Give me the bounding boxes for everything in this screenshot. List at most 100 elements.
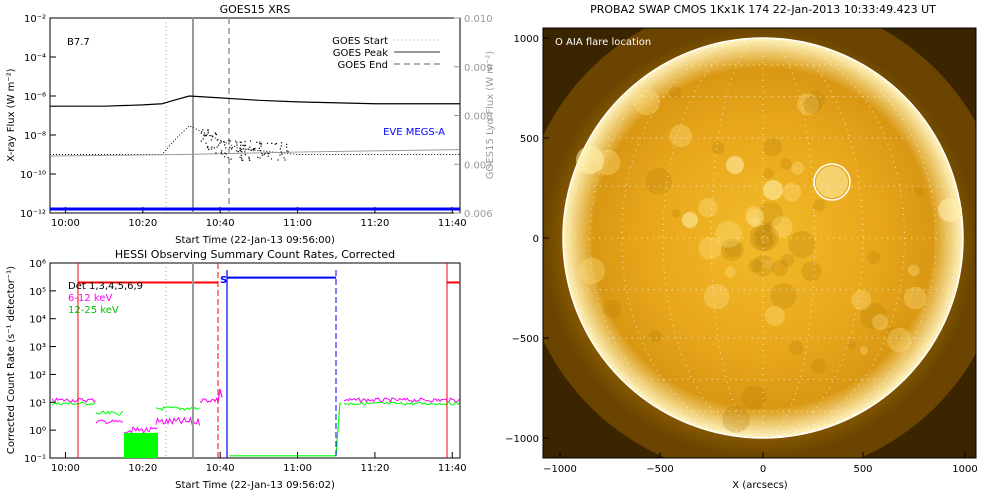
goes-scatter-point bbox=[260, 145, 262, 147]
swap-x-tick-label: 500 bbox=[853, 464, 872, 475]
solar-feature bbox=[745, 205, 764, 224]
hessi-high-block bbox=[124, 432, 158, 458]
solar-feature bbox=[763, 137, 783, 157]
solar-feature bbox=[791, 161, 805, 175]
goes-scatter-point bbox=[211, 146, 213, 148]
goes-scatter-point bbox=[202, 129, 204, 131]
goes-scatter-point bbox=[220, 151, 222, 154]
goes-scatter-point bbox=[281, 153, 283, 155]
aia-flare-location-circle bbox=[813, 163, 851, 201]
active-region bbox=[726, 156, 744, 174]
goes-scatter-point bbox=[264, 152, 266, 154]
hessi-high-trace bbox=[229, 402, 341, 457]
solar-feature bbox=[763, 259, 774, 270]
hessi-y-tick-label: 10² bbox=[29, 370, 46, 381]
solar-feature bbox=[633, 88, 660, 116]
solar-feature bbox=[698, 198, 718, 218]
goes-short-scatter bbox=[200, 129, 289, 162]
solar-feature bbox=[851, 289, 872, 310]
longitude-line bbox=[589, 37, 764, 439]
hessi-y-tick-label: 10³ bbox=[29, 343, 46, 354]
goes-scatter-point bbox=[263, 153, 265, 156]
goes-scatter-point bbox=[275, 142, 278, 145]
goes-left-tick-label: 10⁻² bbox=[24, 14, 46, 25]
goes-scatter-point bbox=[214, 132, 217, 134]
solar-feature bbox=[645, 168, 672, 195]
goes-xlabel: Start Time (22-Jan-13 09:56:00) bbox=[175, 235, 335, 246]
goes-left-axis: 10⁻² 10⁻⁴ 10⁻⁶ 10⁻⁸ 10⁻¹⁰ 10⁻¹² bbox=[20, 14, 56, 220]
goes-x-tick-label: 10:00 bbox=[51, 218, 80, 229]
solar-feature bbox=[724, 266, 736, 278]
goes-left-tick-label: 10⁻¹⁰ bbox=[20, 170, 46, 181]
goes-scatter-point bbox=[249, 140, 252, 142]
goes-scatter-point bbox=[256, 141, 258, 143]
goes-scatter-point bbox=[244, 144, 247, 146]
goes-scatter-point bbox=[257, 156, 259, 158]
goes-plot-frame bbox=[49, 17, 461, 214]
goes-panel: GOES15 XRS B7.7 10⁻²10⁻⁴10⁻⁶10⁻⁸10⁻¹⁰10⁻… bbox=[6, 3, 496, 246]
goes-scatter-point bbox=[202, 138, 204, 140]
hessi-x-tick-label: 11:00 bbox=[283, 463, 312, 474]
solar-feature bbox=[671, 208, 681, 218]
goes-scatter-point bbox=[220, 141, 222, 143]
goes-scatter-point bbox=[284, 159, 286, 161]
goes-scatter-point bbox=[239, 149, 241, 152]
goes-long-channel-line bbox=[50, 95, 460, 107]
solar-feature bbox=[907, 264, 920, 277]
goes-scatter-point bbox=[259, 157, 261, 159]
swap-frame bbox=[542, 27, 977, 459]
goes-scatter-point bbox=[287, 151, 289, 153]
goes-scatter-point bbox=[219, 142, 221, 144]
goes-scatter-point bbox=[270, 158, 273, 160]
hessi-traces bbox=[51, 276, 460, 458]
solar-feature bbox=[724, 240, 742, 257]
hessi-low-trace bbox=[51, 397, 96, 403]
goes-scatter-point bbox=[200, 132, 202, 134]
goes-scatter-point bbox=[236, 144, 238, 146]
hessi-x-tick-label: 10:20 bbox=[128, 463, 157, 474]
goes-scatter-point bbox=[204, 134, 206, 136]
hessi-high-trace bbox=[343, 401, 460, 406]
solar-feature bbox=[811, 358, 827, 374]
solar-feature bbox=[746, 209, 765, 227]
goes-scatter-point bbox=[244, 154, 246, 156]
solar-feature bbox=[711, 141, 725, 155]
goes-scatter-point bbox=[280, 145, 282, 147]
swap-title: PROBA2 SWAP CMOS 1Kx1K 174 22-Jan-2013 1… bbox=[590, 3, 936, 16]
goes-scatter-point bbox=[239, 141, 241, 143]
goes-scatter-point bbox=[235, 140, 237, 142]
goes-x-tick-label: 11:40 bbox=[438, 218, 467, 229]
solar-feature bbox=[803, 95, 822, 115]
goes-scatter-point bbox=[248, 156, 250, 158]
swap-x-tick-label: −500 bbox=[646, 464, 673, 475]
solar-feature bbox=[669, 124, 692, 148]
goes-left-tick-label: 10⁻¹² bbox=[20, 209, 46, 220]
solar-feature bbox=[763, 168, 774, 179]
solar-feature bbox=[602, 299, 622, 319]
goes-scatter-point bbox=[286, 143, 288, 145]
goes-scatter-point bbox=[218, 144, 220, 146]
longitude-line bbox=[621, 37, 764, 439]
swap-legend: O AIA flare location bbox=[555, 37, 651, 48]
goes-scatter-point bbox=[242, 144, 244, 146]
goes-scatter-point bbox=[259, 143, 261, 145]
goes-scatter-point bbox=[243, 148, 245, 150]
hessi-y-tick-label: 10⁴ bbox=[29, 315, 46, 326]
goes-scatter-point bbox=[244, 151, 246, 153]
goes-lyman-alpha-line bbox=[49, 149, 461, 157]
goes-scatter-point bbox=[280, 151, 282, 153]
goes-scatter-point bbox=[271, 142, 273, 144]
goes-scatter-point bbox=[224, 152, 226, 154]
goes-scatter-point bbox=[247, 148, 249, 150]
hessi-x-tick-label: 11:40 bbox=[438, 463, 467, 474]
goes-scatter-point bbox=[268, 153, 270, 155]
goes-scatter-point bbox=[205, 134, 207, 137]
solar-feature bbox=[763, 221, 774, 232]
goes-scatter-point bbox=[220, 150, 223, 152]
solar-feature bbox=[806, 90, 826, 109]
goes-scatter-point bbox=[203, 134, 205, 136]
solar-feature bbox=[867, 251, 881, 265]
goes-scatter-point bbox=[286, 150, 288, 152]
hessi-low-peak bbox=[217, 388, 223, 403]
